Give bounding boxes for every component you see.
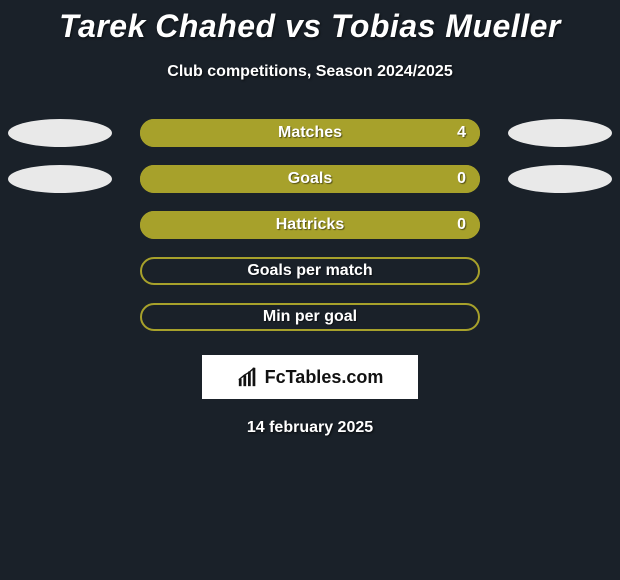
stat-label: Goals per match <box>247 262 372 280</box>
branding-text: FcTables.com <box>265 367 384 388</box>
page-subtitle: Club competitions, Season 2024/2025 <box>0 63 620 81</box>
stat-label: Goals <box>288 170 332 188</box>
stat-bar: Goals per match <box>140 257 480 285</box>
stat-label: Hattricks <box>276 216 344 234</box>
stat-bar: Matches 4 <box>140 119 480 147</box>
page-title: Tarek Chahed vs Tobias Mueller <box>0 0 620 45</box>
stat-row: Goals per match <box>0 257 620 285</box>
stat-bar: Hattricks 0 <box>140 211 480 239</box>
stat-row: Hattricks 0 <box>0 211 620 239</box>
stat-value: 0 <box>457 170 466 188</box>
stat-bar: Min per goal <box>140 303 480 331</box>
stat-row: Min per goal <box>0 303 620 331</box>
player-oval-right <box>508 119 612 147</box>
player-oval-left <box>8 119 112 147</box>
stat-bar: Goals 0 <box>140 165 480 193</box>
stat-row: Goals 0 <box>0 165 620 193</box>
branding-badge: FcTables.com <box>202 355 418 399</box>
bar-chart-icon <box>237 366 259 388</box>
stat-value: 4 <box>457 124 466 142</box>
stat-label: Matches <box>278 124 342 142</box>
player-oval-right <box>508 165 612 193</box>
player-oval-left <box>8 165 112 193</box>
stat-row: Matches 4 <box>0 119 620 147</box>
stat-label: Min per goal <box>263 308 357 326</box>
stats-rows: Matches 4 Goals 0 Hattricks 0 Goals per match M… <box>0 119 620 331</box>
stat-value: 0 <box>457 216 466 234</box>
footer-date: 14 february 2025 <box>0 419 620 437</box>
